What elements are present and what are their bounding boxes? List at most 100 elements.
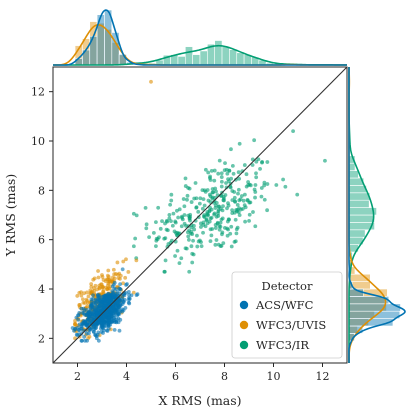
point-wfc3-ir (175, 208, 179, 213)
point-wfc3-ir (247, 200, 252, 205)
point-wfc3-ir (182, 213, 187, 217)
point-wfc3-uvis (96, 275, 101, 280)
point-wfc3-ir (131, 244, 136, 249)
point-wfc3-ir (205, 221, 210, 226)
point-wfc3-uvis (101, 289, 105, 294)
top-hist-bar-wfc3-ir (199, 50, 208, 66)
point-acs-wfc (127, 301, 132, 306)
point-wfc3-ir (205, 188, 210, 192)
point-wfc3-ir (201, 197, 206, 201)
point-acs-wfc (111, 305, 116, 310)
point-wfc3-ir (215, 221, 220, 226)
point-wfc3-ir (227, 179, 231, 184)
point-acs-wfc (108, 306, 113, 311)
point-wfc3-ir (281, 177, 285, 182)
point-wfc3-uvis (100, 273, 104, 277)
point-wfc3-ir (194, 196, 199, 201)
point-wfc3-ir (197, 201, 202, 206)
point-wfc3-uvis (118, 276, 122, 281)
top-hist-bar-wfc3-ir (177, 56, 186, 66)
point-acs-wfc (96, 320, 101, 325)
point-wfc3-ir (202, 203, 207, 208)
point-wfc3-ir (192, 227, 197, 232)
x-tick-label: 2 (74, 370, 81, 383)
point-wfc3-ir (220, 232, 224, 237)
point-acs-wfc (110, 293, 115, 297)
point-wfc3-ir (220, 216, 225, 221)
legend-marker-uvis (239, 320, 249, 330)
point-acs-wfc (106, 292, 110, 296)
point-wfc3-ir (200, 206, 205, 211)
point-wfc3-ir (186, 234, 191, 239)
point-wfc3-ir (214, 238, 219, 242)
point-wfc3-ir (241, 198, 246, 203)
y-axis-label: Y RMS (mas) (3, 174, 18, 257)
point-wfc3-ir (199, 225, 203, 229)
point-wfc3-uvis (123, 275, 128, 280)
legend-label-ir: WFC3/IR (256, 338, 309, 352)
point-wfc3-ir (254, 159, 259, 164)
point-wfc3-ir (236, 170, 241, 175)
point-wfc3-ir (236, 191, 240, 196)
point-acs-wfc (118, 317, 123, 322)
point-wfc3-ir (176, 215, 181, 220)
point-wfc3-ir (227, 168, 232, 173)
point-wfc3-ir (236, 187, 241, 192)
point-wfc3-ir (177, 261, 182, 266)
point-wfc3-ir (247, 212, 252, 217)
point-wfc3-uvis (101, 278, 106, 282)
point-wfc3-ir (220, 208, 225, 213)
point-wfc3-ir (224, 185, 229, 190)
point-acs-wfc (124, 283, 128, 287)
point-wfc3-ir (162, 269, 167, 274)
point-wfc3-ir (224, 181, 228, 185)
legend-marker-ir (239, 340, 249, 350)
point-wfc3-ir (190, 260, 195, 265)
point-acs-wfc (93, 333, 98, 338)
x-tick-label: 8 (221, 370, 228, 383)
point-acs-wfc (117, 305, 122, 309)
point-wfc3-ir (202, 215, 207, 220)
point-wfc3-ir (265, 182, 270, 186)
point-wfc3-ir (217, 227, 222, 232)
point-wfc3-ir (253, 195, 257, 200)
point-wfc3-ir (188, 214, 192, 219)
point-wfc3-ir (191, 238, 195, 243)
point-acs-wfc (105, 329, 110, 333)
point-acs-wfc (116, 312, 120, 317)
point-wfc3-ir (242, 163, 247, 167)
y-tick-label: 6 (38, 234, 45, 247)
point-acs-wfc (126, 289, 131, 294)
point-wfc3-ir (246, 183, 251, 187)
top-hist-bar-wfc3-ir (221, 46, 230, 66)
x-tick-label: 6 (172, 370, 179, 383)
point-acs-wfc (75, 333, 80, 338)
point-wfc3-uvis (75, 294, 80, 298)
point-wfc3-ir (225, 233, 230, 238)
point-acs-wfc (118, 282, 123, 286)
point-wfc3-ir (223, 193, 228, 197)
point-acs-wfc (97, 297, 101, 302)
point-acs-wfc (76, 313, 81, 318)
point-wfc3-ir (233, 239, 238, 244)
point-wfc3-ir (240, 206, 245, 211)
point-wfc3-uvis (115, 260, 120, 265)
point-wfc3-ir (243, 219, 248, 224)
point-wfc3-ir (183, 184, 188, 188)
point-acs-wfc (82, 308, 87, 313)
point-wfc3-uvis (73, 322, 77, 327)
point-wfc3-ir (154, 244, 158, 249)
point-wfc3-ir (156, 205, 161, 210)
point-wfc3-ir (231, 171, 236, 176)
point-wfc3-ir (237, 213, 242, 218)
point-wfc3-ir (213, 186, 218, 191)
point-wfc3-ir (260, 160, 264, 165)
right-hist-bar-wfc3-ir (348, 162, 356, 171)
point-wfc3-ir (213, 226, 218, 230)
point-wfc3-ir (198, 238, 202, 243)
point-wfc3-ir (219, 184, 224, 189)
point-wfc3-ir (229, 176, 234, 181)
point-wfc3-uvis (78, 303, 82, 307)
point-wfc3-uvis (85, 298, 89, 303)
